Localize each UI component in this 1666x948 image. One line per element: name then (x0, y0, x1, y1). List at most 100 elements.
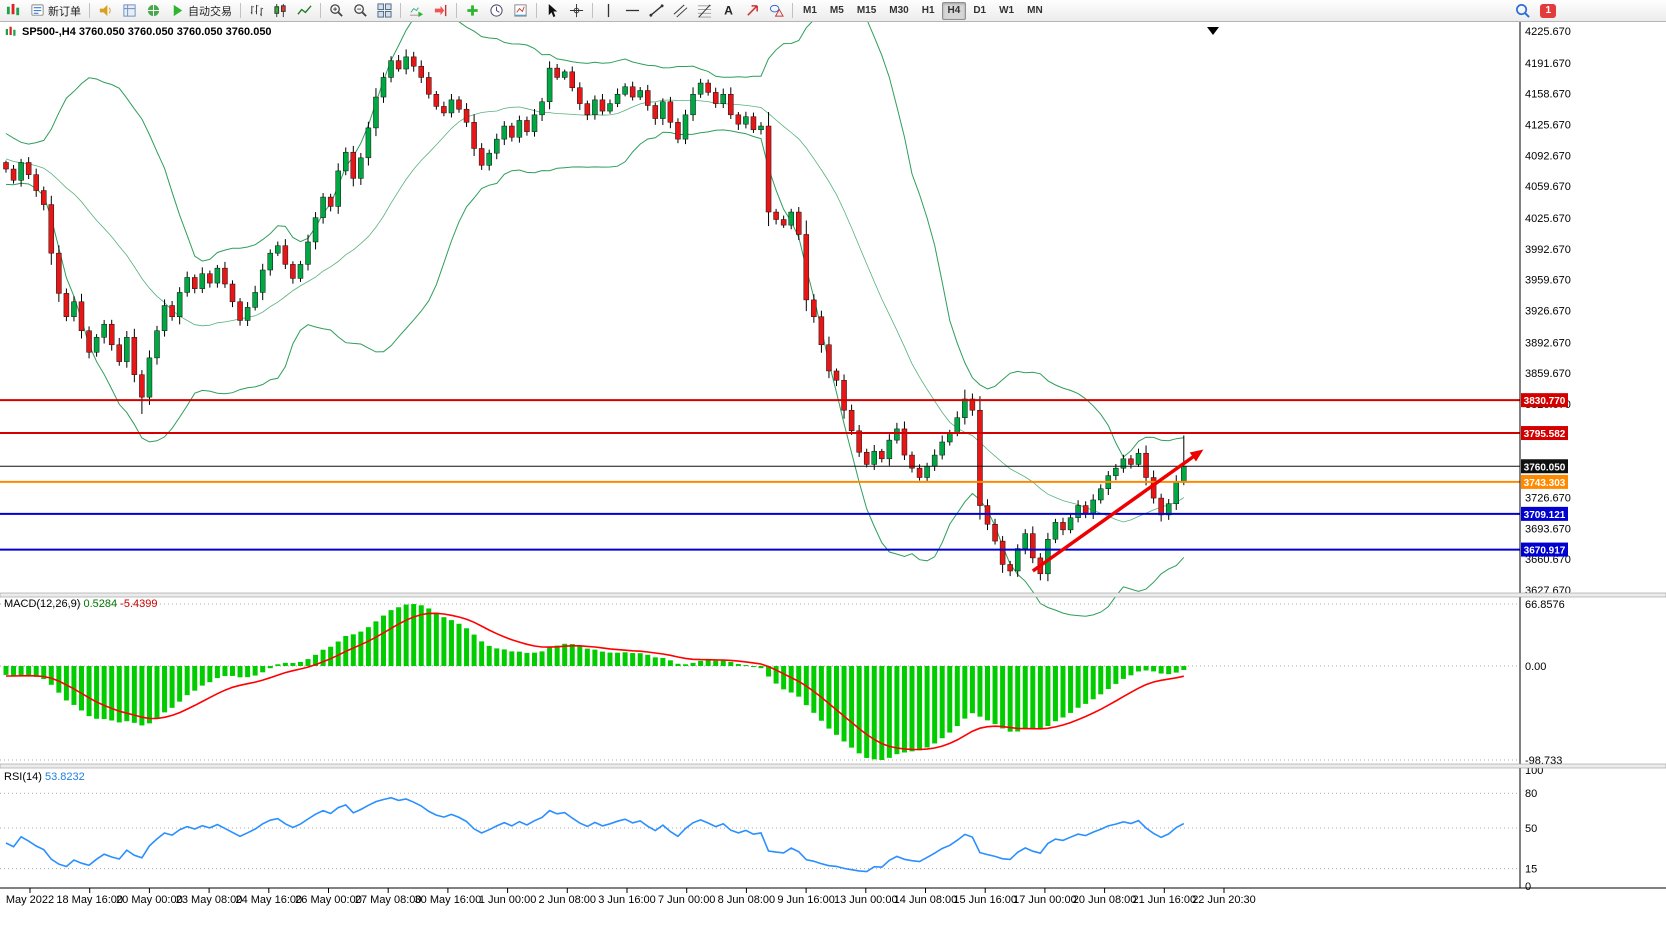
new-order-label: 新订单 (48, 5, 81, 18)
shift-icon (433, 3, 448, 18)
toolbar-separator (592, 3, 593, 18)
sound-alerts-button[interactable] (94, 1, 117, 21)
panel-separator[interactable] (0, 763, 1666, 769)
speaker-icon (98, 3, 113, 18)
rsi-line (5, 796, 1185, 873)
time-tick-label: 18 May 16:00 (56, 894, 123, 906)
time-tick-label: May 2022 (6, 894, 54, 906)
text-label-button[interactable]: A (717, 1, 740, 21)
periods-icon (489, 3, 504, 18)
price-tick-label: 4092.670 (1525, 150, 1571, 162)
fibonacci-button[interactable] (693, 1, 716, 21)
crosshair-button[interactable] (565, 1, 588, 21)
vertical-line-button[interactable] (597, 1, 620, 21)
time-tick-label: 30 May 16:00 (415, 894, 482, 906)
tile-windows-button[interactable] (373, 1, 396, 21)
candlestick-mode-button[interactable] (269, 1, 292, 21)
zoom-in-icon (329, 3, 344, 18)
timeframe-H4[interactable]: H4 (941, 1, 967, 20)
time-tick-label: 22 Jun 20:30 (1192, 894, 1256, 906)
templates-button[interactable] (509, 1, 532, 21)
periods-button[interactable] (485, 1, 508, 21)
search-icon (1515, 3, 1531, 18)
price-tick-label: 3992.670 (1525, 244, 1571, 256)
fibo-icon (697, 3, 712, 18)
time-tick-label: 27 May 08:00 (355, 894, 422, 906)
auto-scroll-button[interactable] (405, 1, 428, 21)
horizontal-line-button[interactable] (621, 1, 644, 21)
price-tick-label: 4025.670 (1525, 213, 1571, 225)
time-tick-label: 15 Jun 16:00 (953, 894, 1017, 906)
line-chart-mode-button[interactable] (293, 1, 316, 21)
macd-panel[interactable] (0, 603, 1520, 761)
time-tick-label: 24 May 16:00 (235, 894, 302, 906)
autotrading-button[interactable]: 自动交易 (166, 1, 236, 21)
bollinger-upper-band (5, 0, 1184, 458)
price-badge-label: 3709.121 (1524, 510, 1566, 521)
autotrading-label: 自动交易 (188, 5, 232, 18)
navigator-button[interactable] (142, 1, 165, 21)
chart-shift-button[interactable] (429, 1, 452, 21)
zoom-in-button[interactable] (325, 1, 348, 21)
trend-arrow[interactable] (1031, 452, 1198, 573)
time-tick-label: 9 Jun 16:00 (777, 894, 835, 906)
zoom-out-icon (353, 3, 368, 18)
rsi-axis-label: 80 (1525, 788, 1537, 800)
equidistant-channel-button[interactable] (669, 1, 692, 21)
toolbar-separator (456, 3, 457, 18)
market-watch-icon (122, 3, 137, 18)
timeframe-D1[interactable]: D1 (973, 5, 987, 16)
price-badge (1521, 542, 1568, 557)
market-watch-button[interactable] (118, 1, 141, 21)
timeframe-MN[interactable]: MN (1027, 5, 1043, 16)
timeframe-M30[interactable]: M30 (889, 5, 909, 16)
time-tick-label: 26 May 00:00 (295, 894, 362, 906)
play-icon (170, 3, 185, 18)
arrow-objects-button[interactable] (741, 1, 764, 21)
cursor-button[interactable] (541, 1, 564, 21)
time-tick-label: 7 Jun 00:00 (658, 894, 716, 906)
price-scale[interactable]: 4225.670 4191.670 4158.670 4125.670 4092.670… (1519, 22, 1571, 893)
price-tick-label: 3959.670 (1525, 275, 1571, 287)
timeframe-H1[interactable]: H1 (921, 5, 935, 16)
panel-separator[interactable] (0, 592, 1666, 598)
new-order-button[interactable]: 新订单 (26, 1, 85, 21)
time-tick-label: 8 Jun 08:00 (718, 894, 776, 906)
crosshair-icon (569, 3, 584, 18)
time-tick-label: 17 Jun 00:00 (1013, 894, 1077, 906)
toolbar-separator (320, 3, 321, 18)
notification-badge[interactable]: 1 (1540, 3, 1556, 18)
main-chart-panel[interactable] (0, 0, 1520, 617)
symbol-chart-button[interactable] (2, 1, 25, 21)
price-tick-label: 4191.670 (1525, 58, 1571, 70)
shapes-button[interactable] (765, 1, 788, 21)
toolbar-separator (89, 3, 90, 18)
timeframe-M1[interactable]: M1 (803, 5, 817, 16)
zoom-out-button[interactable] (349, 1, 372, 21)
macd-histogram (3, 604, 1187, 760)
hline-icon (625, 3, 640, 18)
timeframe-W1[interactable]: W1 (999, 5, 1015, 16)
trend-arrow-head[interactable] (1189, 449, 1204, 462)
price-badge-label: 3760.050 (1524, 462, 1566, 473)
trendline-button[interactable] (645, 1, 668, 21)
trendline-icon (649, 3, 664, 18)
timeframe-M5[interactable]: M5 (829, 5, 844, 16)
price-badge-label: 3830.770 (1524, 396, 1566, 407)
shapes-icon (769, 3, 784, 18)
text-icon: A (721, 3, 736, 18)
price-tick-label: 3726.670 (1525, 492, 1571, 504)
time-tick-label: 20 May 00:00 (116, 894, 183, 906)
line-icon (297, 3, 312, 18)
candles (3, 49, 1187, 582)
tile-icon (377, 3, 392, 18)
price-badge-label: 3795.582 (1524, 429, 1566, 440)
search-button[interactable] (1511, 1, 1534, 21)
rsi-panel[interactable] (0, 792, 1520, 873)
time-tick-label: 13 Jun 00:00 (834, 894, 898, 906)
timeframe-M15[interactable]: M15 (856, 5, 877, 16)
indicators-list-button[interactable] (461, 1, 484, 21)
bar-chart-mode-button[interactable] (245, 1, 268, 21)
